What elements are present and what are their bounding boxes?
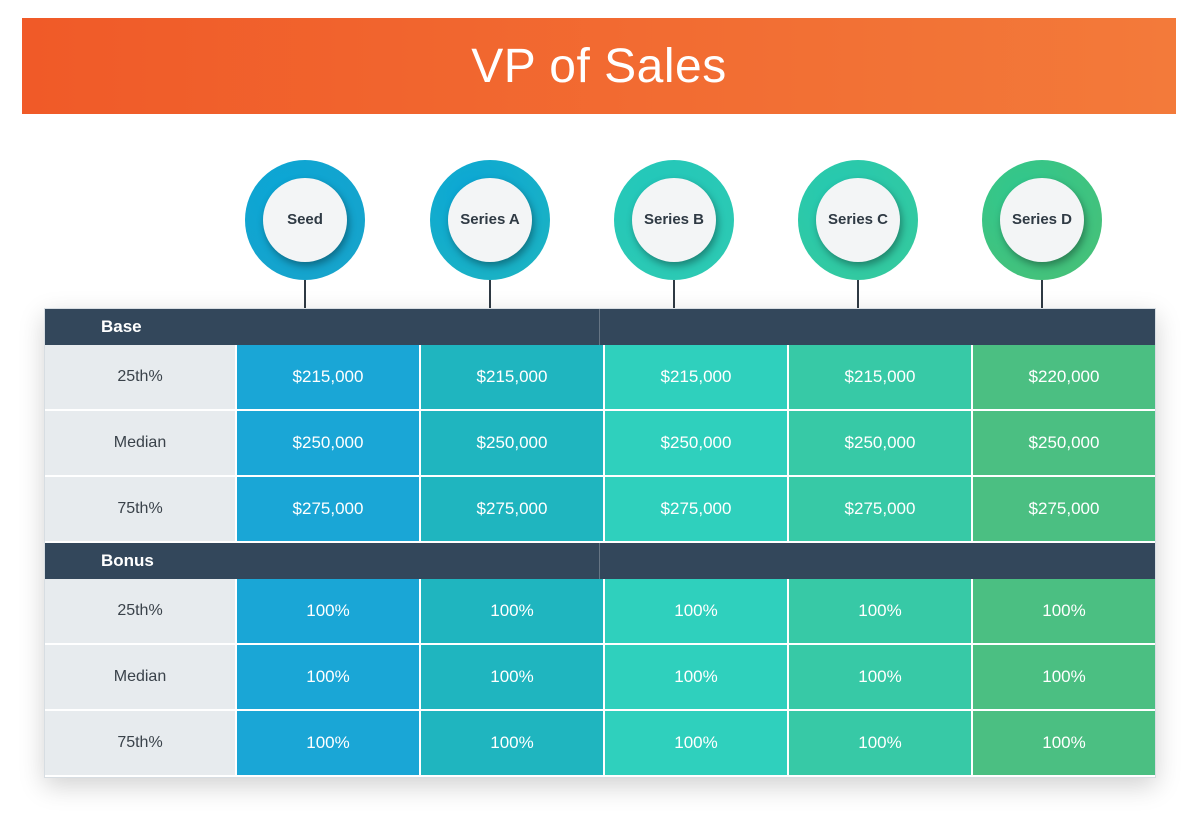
row-label: 25th% [45, 345, 237, 411]
row-label: 25th% [45, 579, 237, 645]
table-cell: 100% [605, 645, 789, 711]
row-label: Median [45, 411, 237, 477]
table-cell: $215,000 [237, 345, 421, 411]
stage-badge: Series C [798, 160, 918, 280]
table-row: 25th%100%100%100%100%100% [45, 579, 1155, 645]
table-cell: $215,000 [789, 345, 973, 411]
stage-connector [489, 280, 491, 308]
compensation-table: Base25th%$215,000$215,000$215,000$215,00… [44, 308, 1156, 778]
table-cell: 100% [973, 645, 1155, 711]
stage-connector [304, 280, 306, 308]
stage-badge: Series A [430, 160, 550, 280]
table-cell: $250,000 [973, 411, 1155, 477]
table-cell: 100% [421, 711, 605, 777]
table-cell: 100% [789, 579, 973, 645]
stage-connector [857, 280, 859, 308]
table-cell: $275,000 [973, 477, 1155, 543]
table-cell: 100% [789, 711, 973, 777]
table-cell: 100% [421, 645, 605, 711]
table-cell: 100% [237, 579, 421, 645]
table-row: Median$250,000$250,000$250,000$250,000$2… [45, 411, 1155, 477]
stage-badge-label: Series D [1000, 178, 1084, 262]
table-cell: $215,000 [605, 345, 789, 411]
table-cell: $220,000 [973, 345, 1155, 411]
stage-badges-row: Seed Series A Series B Series C Series D [0, 160, 1198, 318]
table-cell: $250,000 [237, 411, 421, 477]
table-cell: $275,000 [605, 477, 789, 543]
table-cell: 100% [973, 579, 1155, 645]
table-cell: 100% [237, 645, 421, 711]
table-row: 75th%$275,000$275,000$275,000$275,000$27… [45, 477, 1155, 543]
table-cell: $250,000 [421, 411, 605, 477]
table-cell: $275,000 [421, 477, 605, 543]
table-cell: 100% [789, 645, 973, 711]
page-title: VP of Sales [471, 39, 726, 94]
stage-badge-label: Series C [816, 178, 900, 262]
section-header: Base [45, 309, 1155, 345]
table-cell: $250,000 [605, 411, 789, 477]
table-cell: $275,000 [789, 477, 973, 543]
table-row: 25th%$215,000$215,000$215,000$215,000$22… [45, 345, 1155, 411]
table-cell: 100% [605, 711, 789, 777]
section-header-label: Bonus [45, 543, 600, 579]
row-label: 75th% [45, 711, 237, 777]
table-cell: 100% [237, 711, 421, 777]
title-banner: VP of Sales [22, 18, 1176, 114]
table-cell: $275,000 [237, 477, 421, 543]
stage-badge-label: Series A [448, 178, 532, 262]
table-row: 75th%100%100%100%100%100% [45, 711, 1155, 777]
stage-badge: Series D [982, 160, 1102, 280]
section-header-label: Base [45, 309, 600, 345]
table-cell: 100% [421, 579, 605, 645]
stage-badge: Series B [614, 160, 734, 280]
stage-badge-label: Series B [632, 178, 716, 262]
table-cell: $215,000 [421, 345, 605, 411]
stage-badge-label: Seed [263, 178, 347, 262]
row-label: Median [45, 645, 237, 711]
row-label: 75th% [45, 477, 237, 543]
table-cell: $250,000 [789, 411, 973, 477]
stage-connector [1041, 280, 1043, 308]
stage-badge: Seed [245, 160, 365, 280]
table-cell: 100% [973, 711, 1155, 777]
section-header: Bonus [45, 543, 1155, 579]
stage-connector [673, 280, 675, 308]
table-row: Median100%100%100%100%100% [45, 645, 1155, 711]
table-cell: 100% [605, 579, 789, 645]
